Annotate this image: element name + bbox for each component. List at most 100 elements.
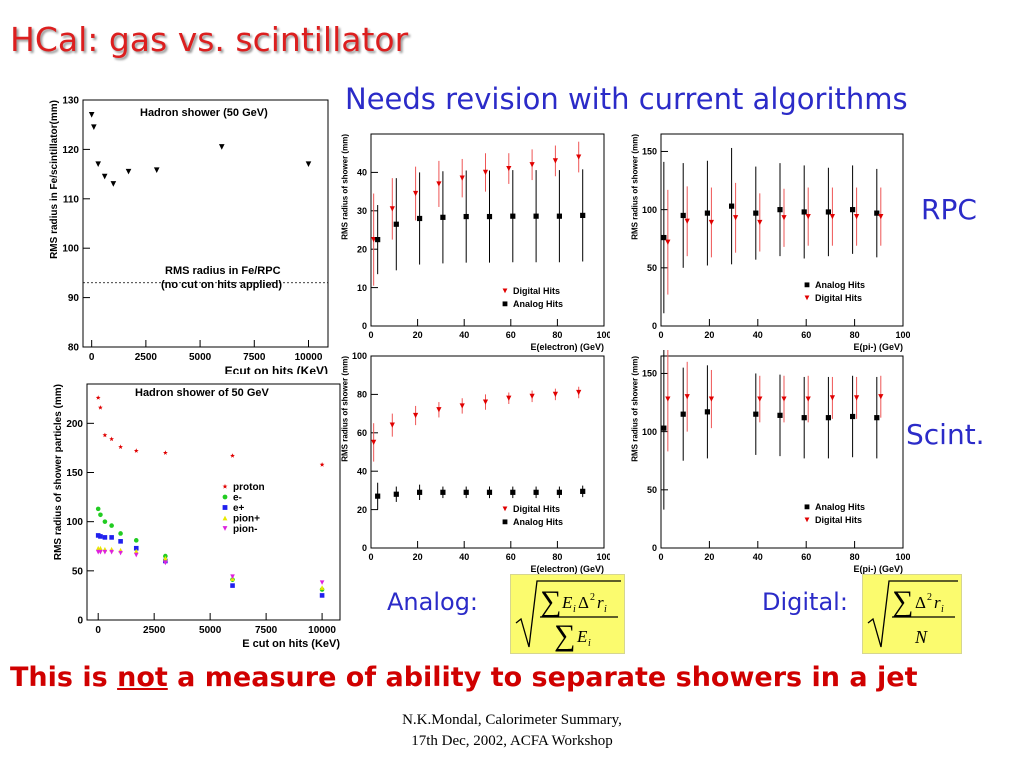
- data-point: [98, 545, 103, 551]
- data-point: [801, 415, 807, 421]
- data-point: [661, 234, 667, 241]
- data-point: [319, 462, 325, 467]
- data-point: [533, 489, 539, 495]
- data-point: [704, 210, 710, 216]
- data-point: [753, 411, 759, 417]
- series-digital-hits: [371, 386, 582, 462]
- y-tick-label: 150: [66, 468, 83, 479]
- data-point: [684, 394, 690, 400]
- svg-text:E: E: [576, 627, 588, 646]
- data-point: [459, 175, 465, 181]
- svg-text:i: i: [604, 604, 607, 615]
- data-point: [110, 181, 117, 187]
- y-tick-label: 40: [357, 168, 367, 178]
- data-point: [757, 219, 763, 226]
- x-axis-label: E(electron) (GeV): [530, 564, 604, 574]
- data-point: [556, 489, 562, 495]
- data-point: [375, 237, 381, 243]
- bottom-statement-pre: This is: [10, 662, 118, 693]
- x-tick-label: 0: [658, 552, 663, 562]
- data-point: [878, 394, 884, 400]
- x-axis-label: Ecut on hits (KeV): [225, 364, 328, 374]
- legend-label: Analog Hits: [815, 502, 865, 512]
- y-tick-label: 10: [357, 283, 367, 293]
- data-point: [230, 574, 235, 580]
- y-tick-label: 40: [357, 466, 367, 476]
- x-axis-label: E(pi-) (GeV): [854, 564, 904, 574]
- series-analog-hits: [375, 169, 586, 275]
- x-tick-label: 0: [658, 330, 663, 340]
- y-tick-label: 50: [647, 263, 657, 273]
- data-point: [118, 444, 123, 449]
- data-point: [661, 425, 667, 431]
- data-point: [486, 213, 493, 220]
- bottom-statement: This is not a measure of ability to sepa…: [10, 662, 918, 693]
- data-point: [777, 412, 783, 418]
- data-point: [163, 560, 168, 566]
- x-tick-label: 60: [506, 552, 516, 562]
- data-point: [556, 213, 562, 219]
- bottom-statement-not: not: [117, 662, 168, 693]
- annotation-text: (no cut on hits applied): [161, 279, 282, 291]
- data-point: [319, 580, 325, 585]
- data-point: [708, 396, 714, 402]
- y-tick-label: 20: [357, 244, 367, 254]
- data-point: [684, 218, 690, 224]
- data-point: [133, 552, 139, 558]
- y-tick-label: 100: [642, 205, 657, 215]
- y-tick-label: 150: [642, 369, 657, 379]
- data-point: [95, 161, 101, 168]
- legend: Digital Hits Analog Hits: [502, 504, 563, 527]
- svg-text:r: r: [597, 593, 604, 612]
- series-pion-: [95, 549, 325, 585]
- y-tick-label: 0: [652, 321, 657, 331]
- data-point: [533, 213, 539, 219]
- y-tick-label: 80: [68, 343, 80, 354]
- data-point: [389, 206, 395, 212]
- data-point: [801, 209, 807, 215]
- svg-text:Δ: Δ: [578, 593, 589, 612]
- y-tick-label: 50: [647, 485, 657, 495]
- legend-marker: [804, 504, 810, 510]
- data-point: [98, 549, 103, 555]
- svg-text:Δ: Δ: [915, 593, 926, 612]
- legend-marker: [222, 494, 228, 500]
- data-point: [413, 190, 419, 197]
- y-tick-label: 120: [62, 145, 79, 156]
- chart-scint-pion: 0 20 40 60 80 100 0 50 100 150 E(pi-) (GeV) RMS rad…: [631, 350, 910, 574]
- svg-text:2: 2: [927, 592, 932, 603]
- data-point: [98, 405, 103, 410]
- data-point: [440, 489, 446, 495]
- data-point: [133, 538, 139, 543]
- data-point: [393, 221, 399, 227]
- legend-label: Digital Hits: [513, 286, 560, 296]
- data-point: [680, 411, 686, 417]
- series-digital-hits: [665, 182, 884, 295]
- footer-line-1: N.K.Mondal, Calorimeter Summary,: [402, 712, 622, 728]
- data-point: [102, 549, 108, 555]
- y-tick-label: 150: [642, 147, 657, 157]
- y-tick-label: 20: [357, 505, 367, 515]
- data-point: [109, 535, 114, 540]
- y-tick-label: 50: [72, 566, 84, 577]
- x-tick-label: 60: [801, 552, 811, 562]
- x-axis-label: E(pi-) (GeV): [854, 342, 904, 352]
- data-point: [319, 593, 325, 598]
- data-point: [878, 214, 884, 220]
- data-point: [102, 432, 108, 438]
- plot-frame: [370, 355, 605, 549]
- data-point: [95, 506, 101, 512]
- digital-formula-label: Digital:: [762, 588, 848, 616]
- y-axis-label: RMS radius of shower particles (mm): [53, 384, 64, 560]
- chart-scint-electron: 0 20 40 60 80 100 0 20 40 60 80 100 E(electron) (GeV…: [341, 351, 610, 574]
- data-point: [125, 168, 132, 175]
- data-point: [704, 409, 710, 415]
- series-digital-hits: [371, 141, 582, 286]
- annotation-text: RMS radius in Fe/RPC: [165, 265, 281, 277]
- series-e-: [95, 506, 325, 592]
- data-point: [218, 144, 225, 150]
- data-point: [510, 489, 516, 495]
- data-point: [393, 491, 399, 497]
